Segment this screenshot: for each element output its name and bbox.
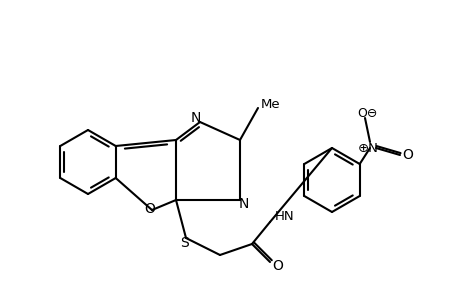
Text: Me: Me	[260, 98, 280, 110]
Text: N: N	[190, 111, 201, 125]
Text: O: O	[272, 259, 283, 273]
Text: O⊖: O⊖	[356, 106, 376, 119]
Text: ⊕N: ⊕N	[357, 142, 378, 154]
Text: O: O	[402, 148, 413, 162]
Text: O: O	[144, 202, 155, 216]
Text: HN: HN	[274, 209, 294, 223]
Text: S: S	[180, 236, 189, 250]
Text: N: N	[238, 197, 249, 211]
